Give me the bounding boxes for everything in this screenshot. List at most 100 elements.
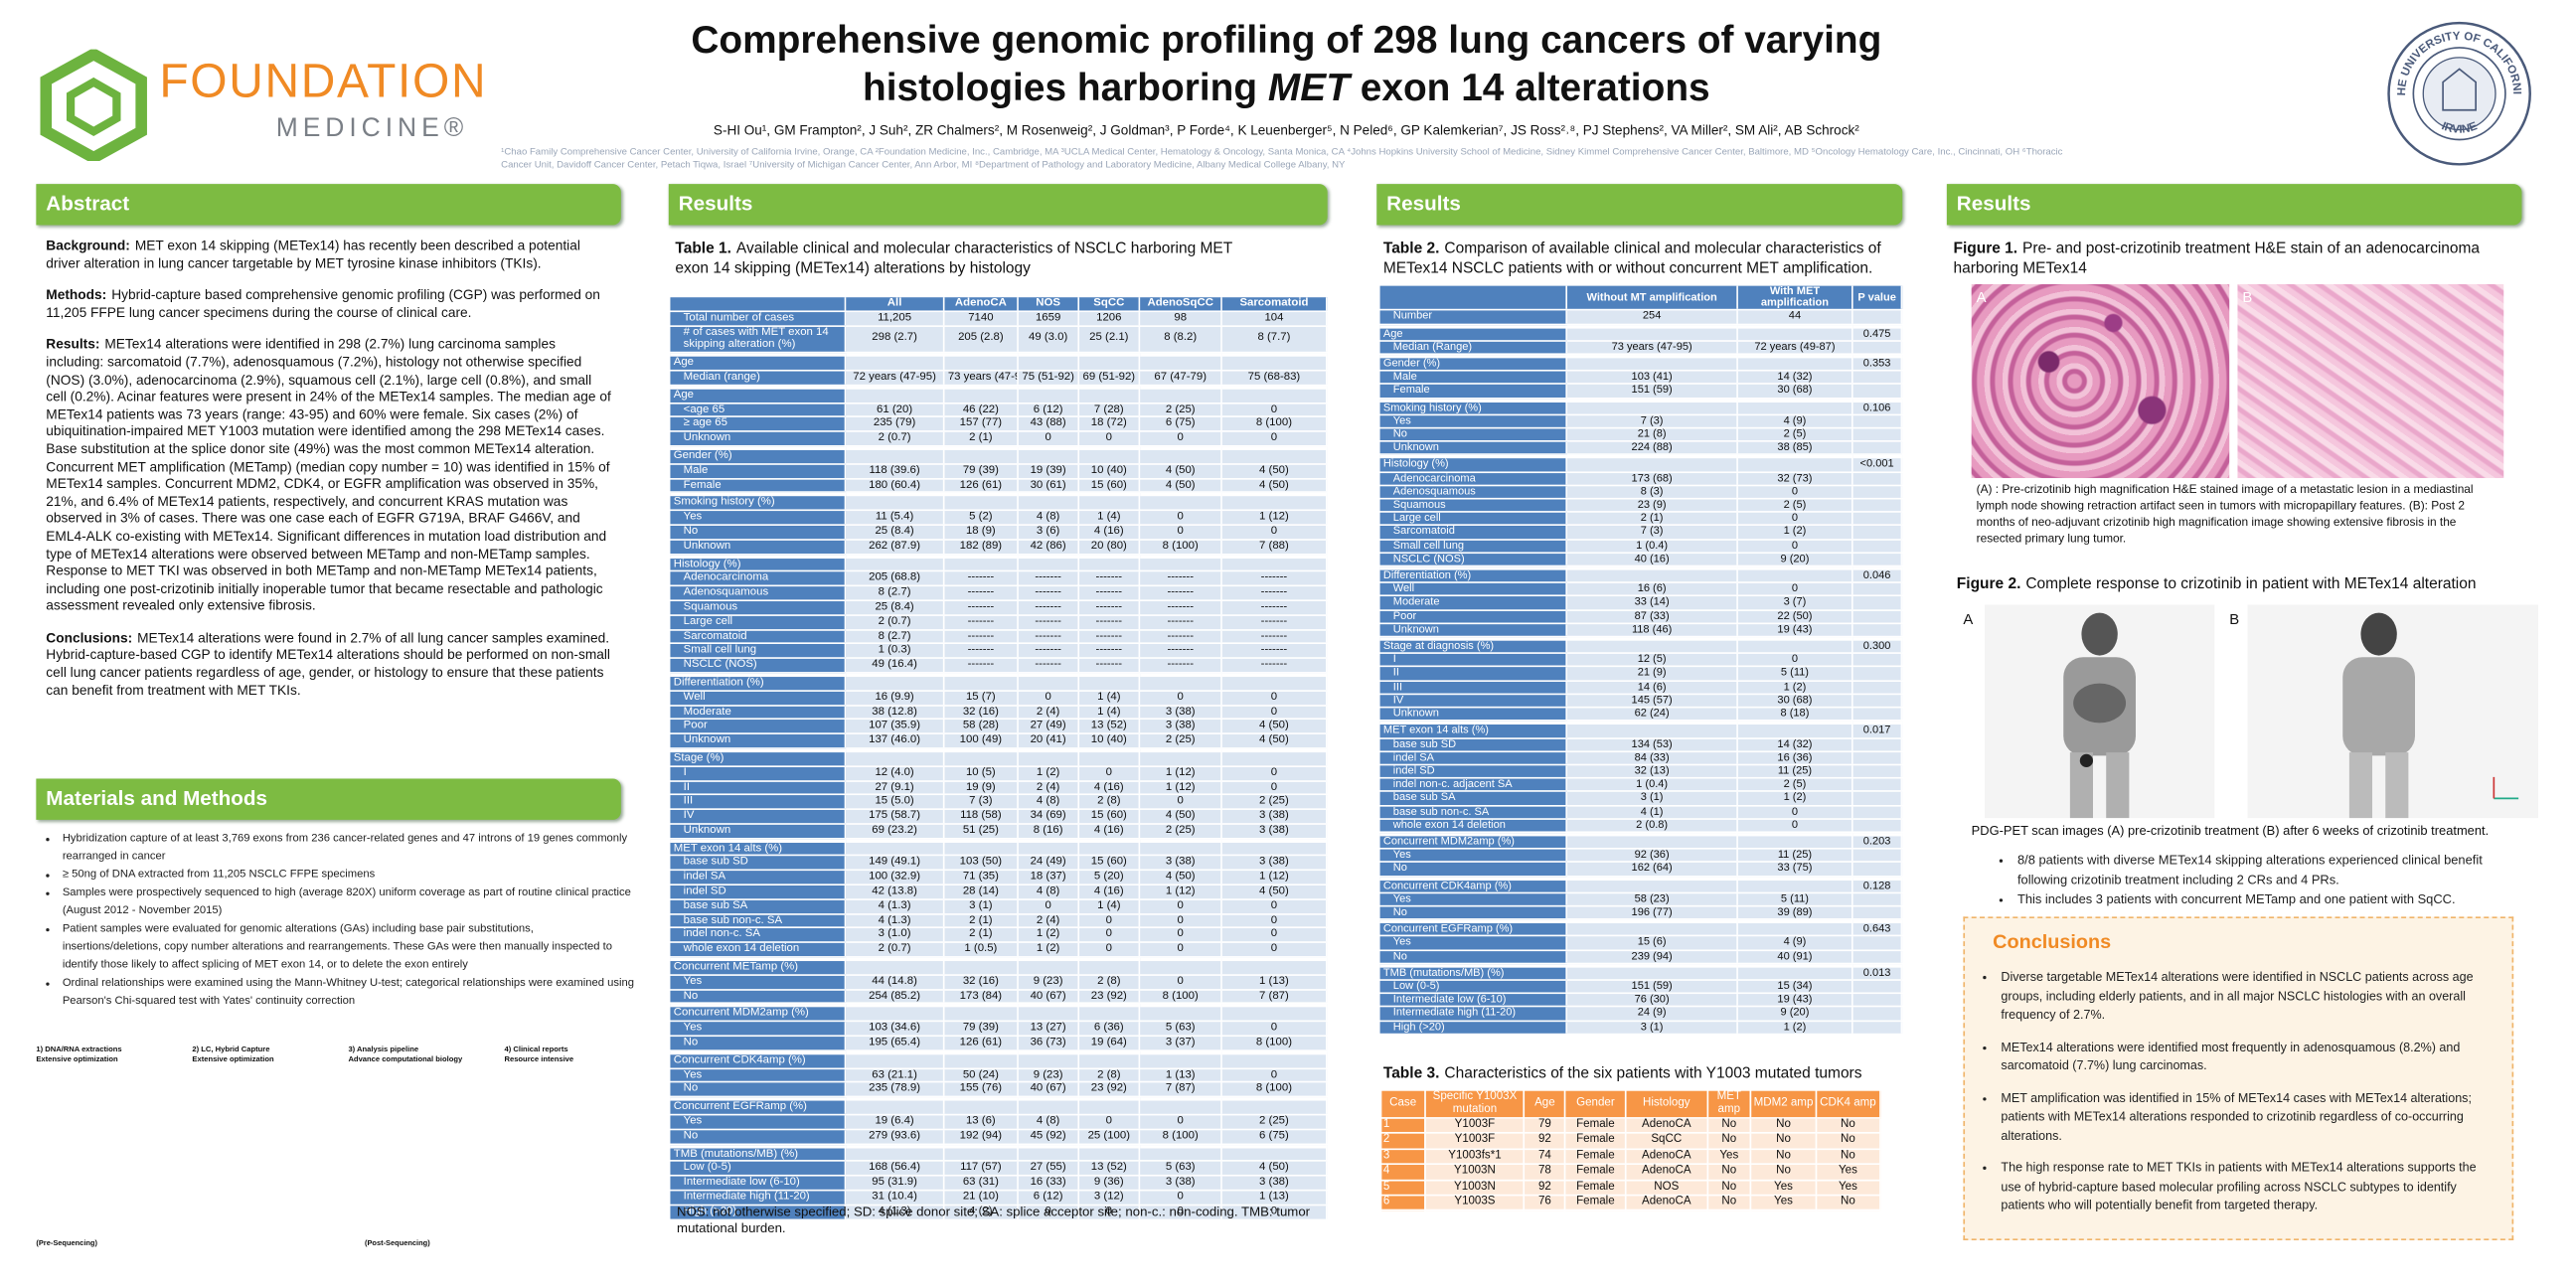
table-cell (1852, 805, 1903, 818)
step-title: 3) Analysis pipeline (348, 1045, 419, 1053)
table-cell: 9 (20) (1737, 1007, 1853, 1020)
table-cell: 0 (1221, 1022, 1328, 1036)
group-label: Age (670, 386, 847, 402)
table-cell: 0 (1140, 975, 1222, 989)
table-cell: 71 (35) (944, 871, 1019, 885)
table-cell: ------- (1140, 571, 1222, 585)
table-cell: 2 (8) (1079, 975, 1141, 989)
table-cell (1852, 765, 1903, 778)
table-cell: Y1003F (1424, 1117, 1526, 1135)
table-cell: 2 (0.7) (846, 943, 945, 957)
table-row: Well 16 (9.9) 15 (7) 0 1 (4) 0 0 (670, 691, 1328, 705)
table-cell: 25 (8.4) (846, 525, 945, 539)
table-cell: ------- (1140, 644, 1222, 658)
table-cell (846, 673, 945, 690)
table-row: No 239 (94) 40 (91) (1379, 950, 1903, 963)
column-header: Age (1524, 1088, 1566, 1119)
table-cell (1852, 751, 1903, 764)
table-cell: Yes (1815, 1163, 1881, 1181)
table-cell: 12 (5) (1567, 654, 1738, 667)
table-cell (1737, 637, 1853, 653)
caption-label: Table 1. (675, 238, 731, 256)
row-label: Adenocarcinoma (1379, 472, 1568, 485)
table-cell: No (1815, 1148, 1881, 1166)
conclusions-box: Conclusions Diverse targetable METex14 a… (1963, 916, 2514, 1241)
table-row: High (>20) 4 (1.3) 4 (2) 0 0 0 0 (670, 1206, 1328, 1218)
table-cell: 23 (92) (1079, 1083, 1141, 1096)
row-label: Sarcomatoid (670, 630, 847, 643)
table-row: Moderate 33 (14) 3 (7) (1379, 596, 1903, 609)
table-cell: ------- (944, 615, 1019, 629)
table-cell: 30 (68) (1737, 385, 1853, 398)
table-row: indel SA 100 (32.9) 71 (35) 18 (37) 5 (20) 4 … (670, 871, 1328, 885)
row-label: base sub SA (670, 899, 847, 913)
table-cell: No (1705, 1179, 1752, 1197)
table-cell (944, 1050, 1019, 1067)
table-cell: 1 (4) (1079, 511, 1141, 525)
group-label: Gender (%) (1379, 355, 1568, 371)
table-cell: 33 (14) (1567, 596, 1738, 609)
column-header: With MET amplification (1737, 285, 1853, 310)
table-cell: 84 (33) (1567, 751, 1738, 764)
row-label: Unknown (1379, 623, 1568, 636)
table-row: Poor 107 (35.9) 58 (28) 27 (49) 13 (52) 3 (38… (670, 720, 1328, 733)
column-header: AdenoCA (944, 297, 1019, 311)
table-cell: 1 (0.5) (944, 943, 1019, 957)
table-cell (1852, 667, 1903, 680)
table-row: Median (Range) 73 years (47-95) 72 years (… (1379, 341, 1903, 354)
row-label: indel non-c. SA (670, 928, 847, 942)
table-cell: 1 (13) (1221, 975, 1328, 989)
table-cell (1737, 919, 1853, 936)
paragraph-text: Hybrid-capture based comprehensive genom… (46, 285, 600, 320)
table-cell: 4 (8) (1018, 886, 1080, 899)
table-cell: 44 (1737, 311, 1853, 324)
title-part: Comprehensive genomic profiling of 298 l… (691, 18, 1882, 109)
table-cell (1737, 566, 1853, 582)
p-value: <0.001 (1852, 455, 1903, 471)
table-cell: 25 (2.1) (1079, 326, 1141, 353)
column-header: NOS (1018, 297, 1080, 311)
table-cell: 104 (1221, 311, 1328, 325)
table-cell: 51 (25) (944, 824, 1019, 838)
table-row: No 25 (8.4) 18 (9) 3 (6) 4 (16) 0 0 (670, 525, 1328, 539)
column-header: Specific Y1003X mutation (1424, 1088, 1526, 1119)
table-cell (944, 748, 1019, 765)
group-label: Concurrent EGFRamp (%) (1379, 919, 1568, 936)
table-cell: 42 (13.8) (846, 886, 945, 899)
p-value: 0.106 (1852, 399, 1903, 414)
table-cell: No (1705, 1117, 1752, 1135)
table-cell: Female (1563, 1117, 1627, 1135)
table-cell: 75 (51-92) (1018, 371, 1080, 385)
table-row: Yes 44 (14.8) 32 (16) 9 (23) 2 (8) 0 1 (13) (670, 975, 1328, 989)
table-cell: 6 (75) (1140, 417, 1222, 431)
row-label: Adenosquamous (1379, 486, 1568, 498)
table-cell: 0 (1079, 432, 1141, 445)
table-cell (1079, 554, 1141, 571)
table-cell: 8 (7.7) (1221, 326, 1328, 353)
table-cell: 103 (41) (1567, 371, 1738, 384)
table-cell: 25 (8.4) (846, 600, 945, 614)
table-cell (1852, 371, 1903, 384)
paragraph-label: Background: (46, 237, 130, 253)
table-cell: 0 (1737, 805, 1853, 818)
table-row: Yes 103 (34.6) 79 (39) 13 (27) 6 (36) 5 (63) 0 (670, 1022, 1328, 1036)
table-cell (1018, 839, 1080, 856)
table-row: Large cell 2 (0.7) ------- ------- ------- --… (670, 615, 1328, 629)
affiliations: ¹Chao Family Comprehensive Cancer Center… (501, 147, 2063, 171)
table-cell (1567, 455, 1738, 471)
table-cell: 100 (49) (944, 734, 1019, 747)
group-row: Concurrent EGFRamp (%) (670, 1097, 1328, 1114)
table-row: # of cases with MET exon 14 skipping alt… (670, 326, 1328, 353)
caption-text: Characteristics of the six patients with… (1444, 1062, 1862, 1081)
table-cell: 7 (28) (1079, 402, 1141, 416)
table-cell (1852, 892, 1903, 905)
caption-text: Complete response to crizotinib in patie… (2025, 572, 2477, 592)
table-cell: 30 (61) (1018, 478, 1080, 492)
table-cell (1221, 386, 1328, 402)
table-cell: ------- (944, 571, 1019, 585)
table-cell: 6 (75) (1221, 1130, 1328, 1143)
table-cell: 8 (3) (1567, 486, 1738, 498)
table-cell: ------- (1079, 586, 1141, 600)
table-cell: 21 (9) (1567, 667, 1738, 680)
table-cell: 1 (13) (1221, 1191, 1328, 1205)
